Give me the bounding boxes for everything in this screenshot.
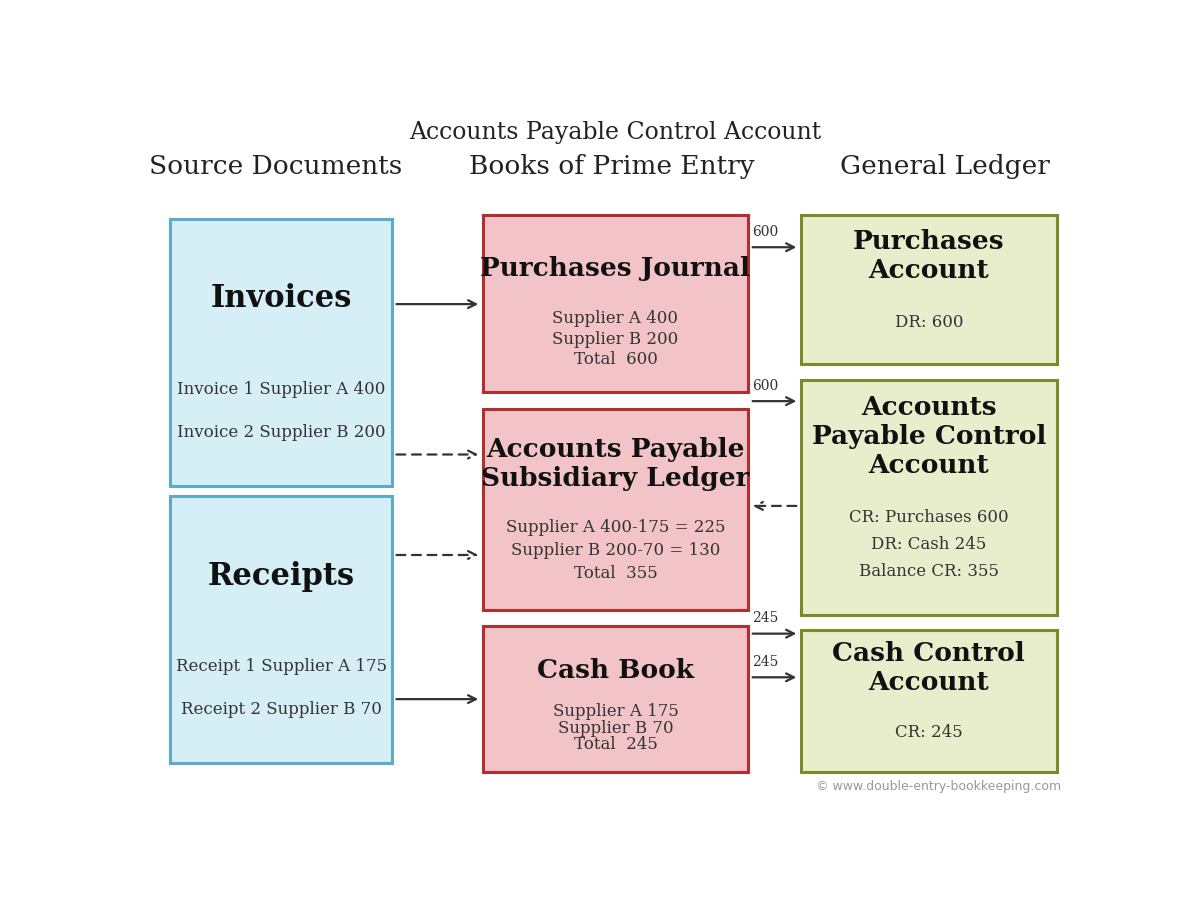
- Text: Balance CR: 355: Balance CR: 355: [859, 563, 998, 580]
- FancyBboxPatch shape: [802, 215, 1057, 364]
- Text: Total  245: Total 245: [574, 736, 658, 753]
- FancyBboxPatch shape: [482, 626, 748, 772]
- Text: Receipt 2 Supplier B 70: Receipt 2 Supplier B 70: [181, 701, 382, 718]
- Text: CR: 245: CR: 245: [895, 724, 962, 741]
- Text: Purchases
Account: Purchases Account: [853, 229, 1004, 283]
- Text: Purchases Journal: Purchases Journal: [480, 256, 750, 281]
- Text: Books of Prime Entry: Books of Prime Entry: [469, 155, 755, 179]
- Text: DR: 600: DR: 600: [895, 314, 964, 331]
- Text: Cash Book: Cash Book: [536, 658, 694, 682]
- Text: Accounts Payable Control Account: Accounts Payable Control Account: [409, 121, 821, 144]
- Text: Supplier B 200: Supplier B 200: [552, 330, 678, 347]
- Text: 245: 245: [752, 655, 779, 669]
- Text: Total  355: Total 355: [574, 564, 658, 581]
- Text: Receipts: Receipts: [208, 561, 355, 591]
- Text: Invoice 1 Supplier A 400: Invoice 1 Supplier A 400: [176, 381, 385, 398]
- Text: Total  600: Total 600: [574, 351, 658, 368]
- Text: Supplier A 175: Supplier A 175: [552, 703, 678, 720]
- Text: Supplier B 70: Supplier B 70: [558, 720, 673, 737]
- Text: CR: Purchases 600: CR: Purchases 600: [850, 509, 1009, 526]
- Text: Accounts
Payable Control
Account: Accounts Payable Control Account: [811, 395, 1046, 478]
- Text: Invoices: Invoices: [210, 284, 352, 314]
- FancyBboxPatch shape: [170, 496, 391, 763]
- Text: DR: Cash 245: DR: Cash 245: [871, 536, 986, 554]
- Text: Supplier A 400-175 = 225: Supplier A 400-175 = 225: [505, 518, 725, 536]
- Text: 600: 600: [752, 379, 779, 392]
- FancyBboxPatch shape: [482, 410, 748, 610]
- Text: © www.double-entry-bookkeeping.com: © www.double-entry-bookkeeping.com: [816, 779, 1062, 793]
- FancyBboxPatch shape: [802, 630, 1057, 772]
- Text: Source Documents: Source Documents: [149, 155, 402, 179]
- Text: Receipt 1 Supplier A 175: Receipt 1 Supplier A 175: [175, 658, 386, 675]
- Text: 245: 245: [752, 611, 779, 625]
- Text: Accounts Payable
Subsidiary Ledger: Accounts Payable Subsidiary Ledger: [481, 436, 750, 491]
- FancyBboxPatch shape: [170, 219, 391, 486]
- Text: Invoice 2 Supplier B 200: Invoice 2 Supplier B 200: [176, 424, 385, 441]
- Text: Supplier A 400: Supplier A 400: [552, 310, 678, 328]
- FancyBboxPatch shape: [802, 380, 1057, 616]
- Text: Supplier B 200-70 = 130: Supplier B 200-70 = 130: [511, 542, 720, 559]
- Text: 600: 600: [752, 225, 779, 238]
- FancyBboxPatch shape: [482, 215, 748, 392]
- Text: General Ledger: General Ledger: [840, 155, 1050, 179]
- Text: Cash Control
Account: Cash Control Account: [833, 641, 1025, 695]
